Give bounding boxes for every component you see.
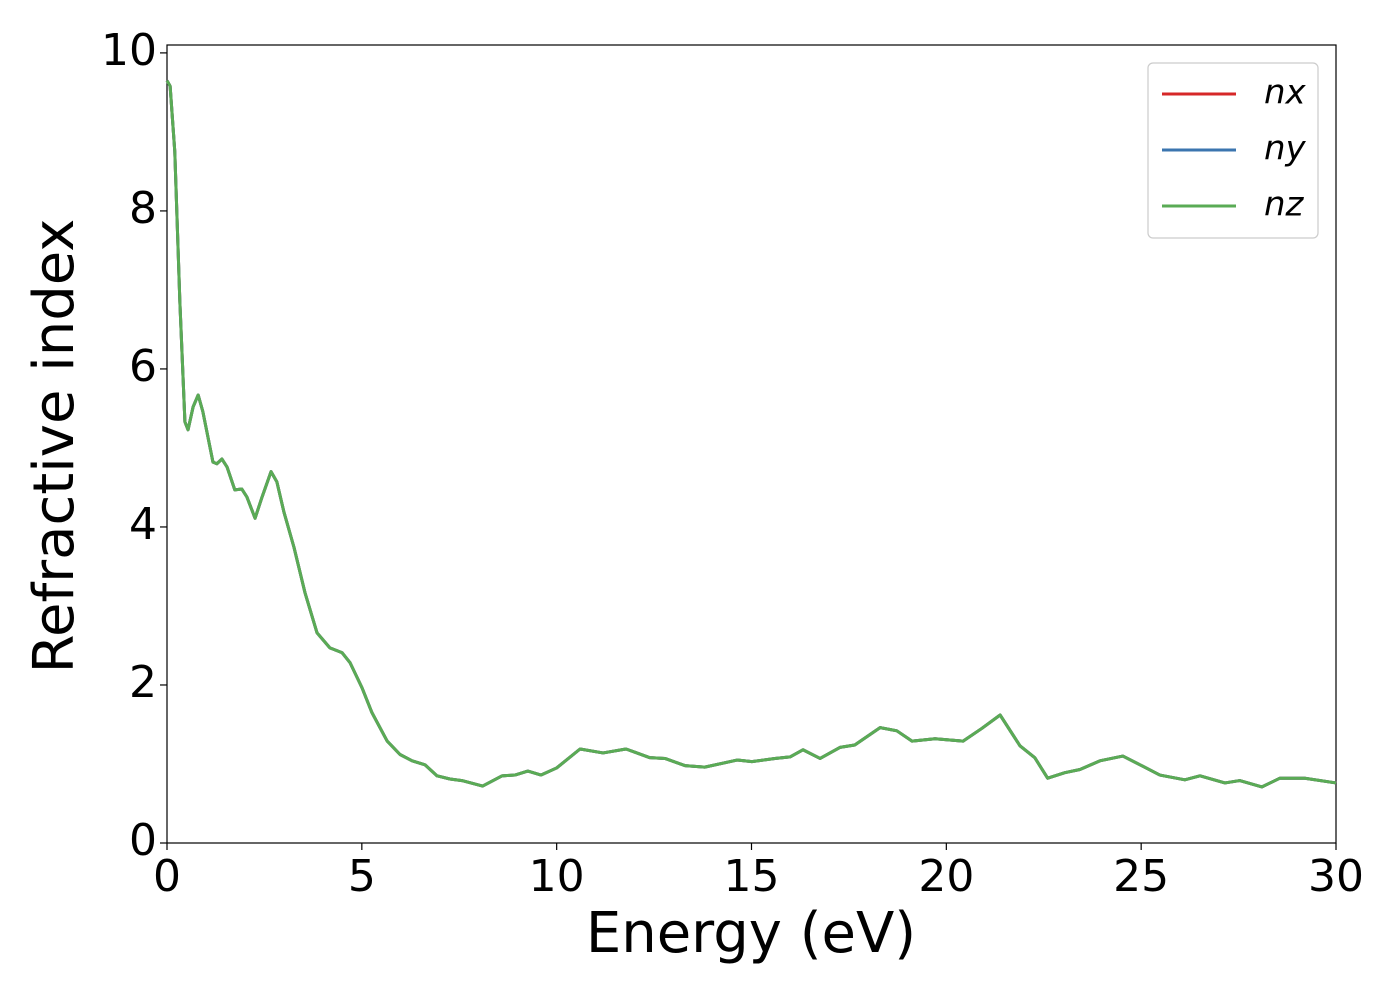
plot-area: [166, 44, 1337, 844]
x-tick-label: 15: [724, 851, 780, 902]
y-tick-label: 2: [129, 657, 157, 708]
y-tick-label: 4: [129, 499, 157, 550]
y-tick-label: 0: [129, 815, 157, 866]
x-tick-label: 10: [529, 851, 585, 902]
x-tick-label: 0: [153, 851, 181, 902]
line-series: [165, 79, 1337, 789]
y-axis-label: Refractive index: [22, 219, 87, 674]
legend-label: nz: [1264, 185, 1305, 225]
legend-label: nx: [1264, 73, 1307, 113]
x-tick-label: 25: [1113, 851, 1169, 902]
x-tick-label: 30: [1308, 851, 1364, 902]
x-tick-label: 5: [348, 851, 376, 902]
y-tick-label: 6: [129, 341, 157, 392]
x-axis-label: Energy (eV): [586, 901, 916, 966]
x-tick-label: 20: [918, 851, 974, 902]
y-tick-label: 10: [101, 25, 157, 76]
legend-label: ny: [1264, 129, 1307, 169]
y-tick-label: 8: [129, 183, 157, 234]
